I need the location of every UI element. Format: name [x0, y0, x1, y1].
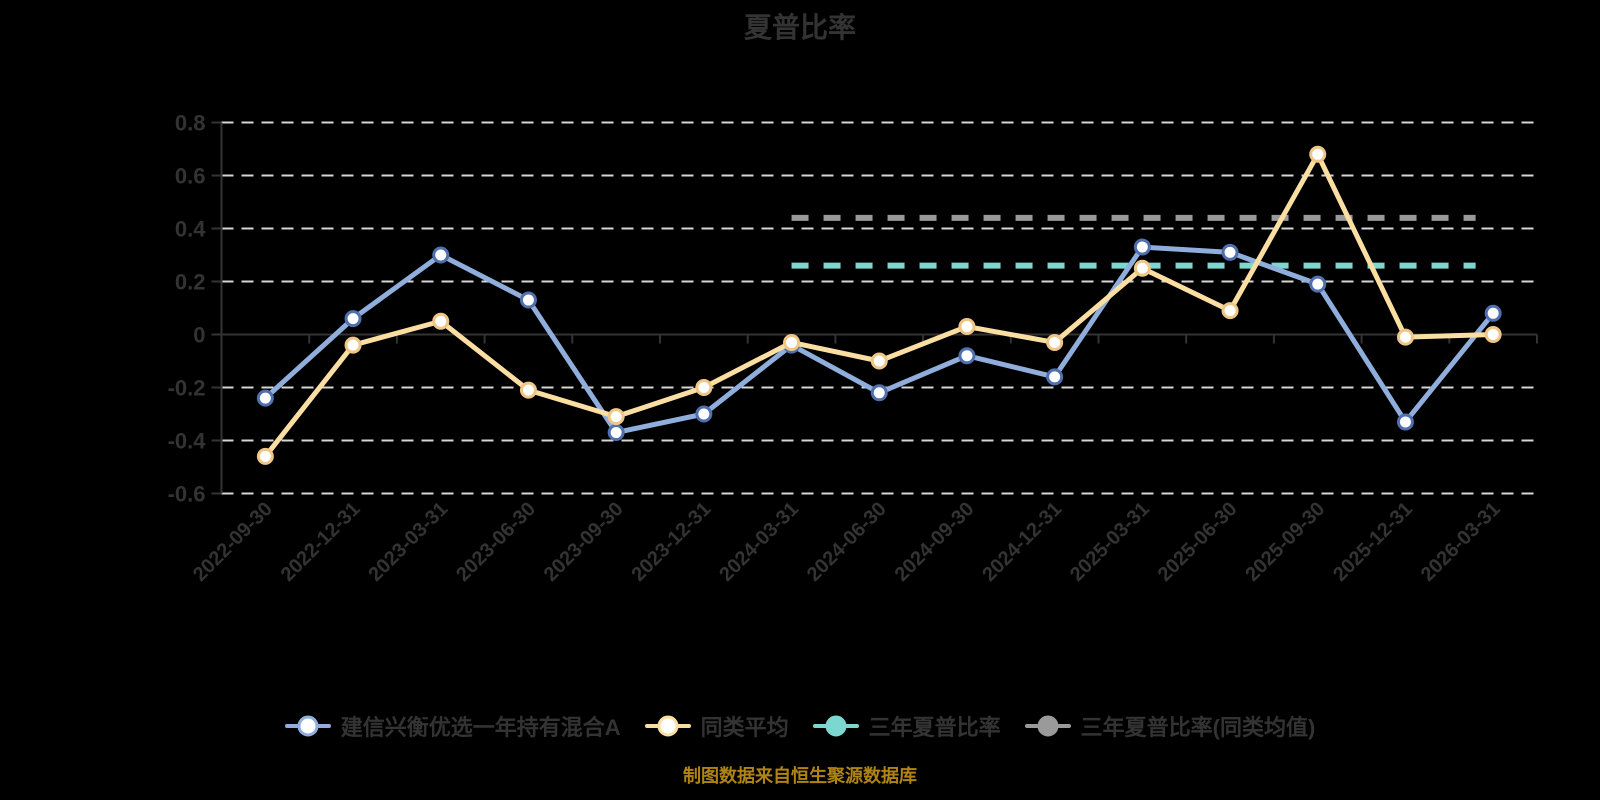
svg-text:2023-09-30: 2023-09-30	[540, 498, 628, 586]
legend-item-fund[interactable]: 建信兴衡优选一年持有混合A	[284, 710, 621, 742]
svg-text:0.4: 0.4	[175, 217, 206, 242]
axes: 0.8 0.6 0.4 0.2 0 -0.2 -0.4 -0.6	[168, 111, 1538, 507]
series-category-average	[256, 145, 1502, 465]
svg-text:0.2: 0.2	[175, 270, 206, 295]
legend-item-three-year-sharpe[interactable]: 三年夏普比率	[812, 710, 1001, 742]
chart-title: 夏普比率	[743, 12, 856, 43]
svg-text:2025-12-31: 2025-12-31	[1329, 498, 1417, 586]
series-fund	[256, 238, 1502, 442]
legend-label-fund: 建信兴衡优选一年持有混合A	[340, 715, 621, 740]
legend-item-category-average[interactable]: 同类平均	[644, 710, 789, 742]
legend-marker-three-year-sharpe-average-icon	[1024, 714, 1071, 738]
svg-text:2023-03-31: 2023-03-31	[364, 498, 452, 586]
svg-text:2023-12-31: 2023-12-31	[627, 498, 715, 586]
svg-text:2025-06-30: 2025-06-30	[1154, 498, 1242, 586]
svg-text:0.6: 0.6	[175, 164, 206, 189]
chart-legend: 建信兴衡优选一年持有混合A 同类平均 三年夏普比率 三年夏普比率(同类均值)	[0, 710, 1600, 742]
svg-text:2024-12-31: 2024-12-31	[978, 498, 1066, 586]
svg-text:2022-12-31: 2022-12-31	[277, 498, 365, 586]
svg-text:2024-09-30: 2024-09-30	[891, 498, 979, 586]
svg-text:2024-06-30: 2024-06-30	[803, 498, 891, 586]
legend-marker-fund-icon	[284, 714, 331, 738]
legend-marker-three-year-sharpe-icon	[812, 714, 859, 738]
svg-text:0.8: 0.8	[175, 111, 206, 136]
legend-label-three-year-sharpe: 三年夏普比率	[868, 715, 1001, 740]
svg-text:2025-09-30: 2025-09-30	[1241, 498, 1329, 586]
svg-text:0: 0	[193, 323, 205, 348]
data-source-caption: 制图数据来自恒生聚源数据库	[683, 766, 917, 786]
svg-text:-0.6: -0.6	[168, 482, 206, 507]
gridlines	[221, 121, 1537, 495]
legend-label-three-year-sharpe-average: 三年夏普比率(同类均值)	[1080, 715, 1316, 740]
svg-text:2024-03-31: 2024-03-31	[715, 498, 803, 586]
svg-text:-0.2: -0.2	[168, 376, 206, 401]
legend-label-category-average: 同类平均	[700, 715, 789, 740]
legend-item-three-year-sharpe-average[interactable]: 三年夏普比率(同类均值)	[1024, 710, 1316, 742]
x-axis-labels: 2022-09-30 2022-12-31 2023-03-31 2023-06-30…	[189, 498, 1505, 586]
svg-text:2023-06-30: 2023-06-30	[452, 498, 540, 586]
svg-text:2025-03-31: 2025-03-31	[1066, 498, 1154, 586]
legend-marker-category-average-icon	[644, 714, 691, 738]
svg-text:2022-09-30: 2022-09-30	[189, 498, 277, 586]
svg-text:-0.4: -0.4	[168, 429, 207, 454]
svg-text:2026-03-31: 2026-03-31	[1417, 498, 1505, 586]
